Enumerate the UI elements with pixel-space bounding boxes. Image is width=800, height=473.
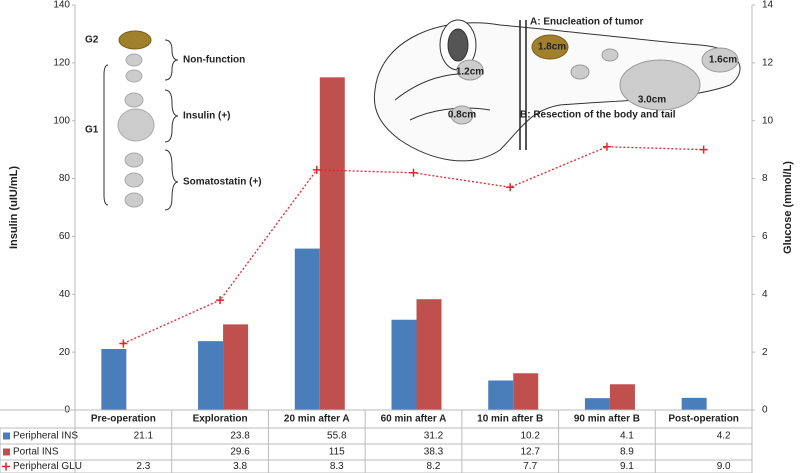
category-label: Post-operation	[668, 414, 739, 425]
y-tick-label: 100	[53, 115, 70, 126]
table-value: 21.1	[134, 431, 154, 442]
legend-label: Peripheral GLU	[13, 461, 82, 472]
legend-marker	[2, 462, 10, 471]
category-label: 60 min after A	[381, 414, 447, 425]
y2-tick-label: 6	[762, 231, 768, 242]
table-value: 4.1	[620, 431, 634, 442]
bar	[319, 77, 345, 411]
table-value: 10.2	[520, 431, 540, 442]
bar	[584, 398, 610, 410]
table-value: 8.9	[620, 447, 634, 458]
bar	[223, 324, 249, 410]
glucose-marker	[312, 165, 321, 174]
y2-tick-label: 12	[762, 57, 774, 68]
glucose-marker	[409, 168, 418, 177]
y-tick-label: 80	[59, 173, 71, 184]
table-value: 8.2	[427, 461, 441, 472]
bar	[609, 384, 635, 410]
annotation: 1.6cm	[709, 55, 737, 66]
category-label: 10 min after B	[477, 414, 543, 425]
bar	[416, 299, 442, 410]
y-tick-label: 20	[59, 347, 71, 358]
legend-label: Peripheral INS	[13, 431, 78, 442]
table-value: 31.2	[424, 431, 444, 442]
annotation: G2	[85, 35, 99, 46]
annotation: 1.2cm	[456, 67, 484, 78]
bar	[198, 341, 224, 410]
y2-tick-label: 4	[762, 289, 768, 300]
y2-axis-label: Glucose (mmol/L)	[782, 161, 794, 254]
glucose-marker	[699, 145, 708, 154]
glucose-marker	[119, 339, 128, 348]
glucose-marker	[506, 183, 515, 192]
y-tick-label: 140	[53, 0, 70, 11]
category-label: Exploration	[193, 414, 248, 425]
bar	[513, 373, 539, 410]
y2-tick-label: 8	[762, 173, 768, 184]
annotation: Somatostatin (+)	[183, 177, 262, 188]
y-tick-label: 40	[59, 289, 71, 300]
table-value: 12.7	[520, 447, 540, 458]
glucose-marker	[216, 296, 225, 305]
legend-label: Portal INS	[13, 447, 59, 458]
category-label: 20 min after A	[284, 414, 350, 425]
bar	[101, 348, 127, 410]
table-value: 2.3	[136, 461, 150, 472]
bar	[391, 319, 417, 410]
table-value: 4.2	[717, 431, 731, 442]
annotation: 3.0cm	[638, 95, 666, 106]
table-value: 115	[329, 447, 345, 458]
annotation: Insulin (+)	[183, 111, 231, 122]
y-axis-label: Insulin (uIU/mL)	[8, 166, 20, 249]
y-tick-label: 60	[59, 231, 71, 242]
y2-tick-label: 0	[762, 405, 768, 416]
annotation: B: Resection of the body and tail	[520, 110, 676, 121]
annotation: G1	[85, 125, 99, 136]
legend-swatch	[3, 432, 10, 440]
table-value: 3.8	[233, 461, 247, 472]
table-value: 9.0	[717, 461, 731, 472]
y2-tick-label: 14	[762, 0, 774, 11]
legend-swatch	[3, 448, 10, 456]
annotation: 1.8cm	[538, 42, 566, 53]
table-value: 9.1	[620, 461, 634, 472]
table-value: 8.3	[330, 461, 344, 472]
annotation: Non-function	[183, 55, 245, 66]
table-value: 55.8	[327, 431, 347, 442]
illustration	[103, 19, 741, 211]
table-value: 7.7	[523, 461, 537, 472]
table-value: 38.3	[424, 447, 444, 458]
bar	[294, 248, 320, 410]
category-label: 90 min after B	[574, 414, 640, 425]
bar	[488, 380, 514, 410]
glucose-marker	[602, 142, 611, 151]
annotation: A: Enucleation of tumor	[530, 17, 643, 28]
y-tick-label: 120	[53, 57, 70, 68]
table-value: 29.6	[230, 447, 250, 458]
category-label: Pre-operation	[91, 414, 156, 425]
bar	[681, 397, 707, 410]
y2-tick-label: 10	[762, 115, 774, 126]
y2-tick-label: 2	[762, 347, 768, 358]
annotation: 0.8cm	[448, 110, 476, 121]
table-value: 23.8	[230, 431, 250, 442]
